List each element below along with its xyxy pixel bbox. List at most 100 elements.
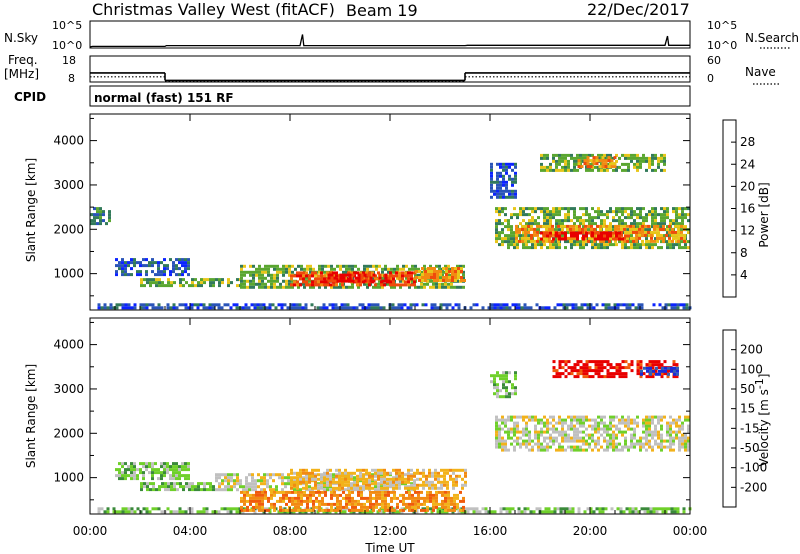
heat-cell <box>624 445 627 449</box>
heat-cell <box>258 279 261 283</box>
heat-cell <box>515 236 518 240</box>
heat-cell <box>335 486 338 490</box>
heat-cell <box>598 159 602 163</box>
heat-cell <box>172 303 176 307</box>
heat-cell <box>275 473 278 477</box>
heat-cell <box>202 510 206 514</box>
heat-cell <box>410 283 413 287</box>
heat-cell <box>654 231 657 235</box>
heat-cell <box>440 474 443 478</box>
heat-cell <box>362 474 365 478</box>
heat-cell <box>353 271 356 275</box>
heat-cell <box>435 502 438 506</box>
heat-cell <box>236 479 239 483</box>
heat-cell <box>381 285 384 289</box>
heat-cell <box>121 264 124 268</box>
heat-cell <box>447 282 450 286</box>
heat-cell <box>585 210 588 214</box>
heat-cell <box>681 240 684 244</box>
heat-cell <box>579 243 582 247</box>
heat-cell <box>323 280 326 284</box>
heat-cell <box>576 360 580 364</box>
heat-cell <box>194 284 197 288</box>
heat-cell <box>558 366 562 370</box>
heat-cell <box>558 372 562 376</box>
heat-cell <box>536 230 539 234</box>
heat-cell <box>672 439 675 443</box>
heat-cell <box>567 213 570 217</box>
heat-cell <box>591 375 595 379</box>
heat-cell <box>460 276 463 279</box>
heat-cell <box>330 285 333 289</box>
heat-cell <box>584 227 587 231</box>
heat-cell <box>499 183 502 187</box>
heat-cell <box>536 224 539 228</box>
heat-cell <box>522 427 525 431</box>
heat-cell <box>399 267 402 271</box>
heat-cell <box>438 490 441 494</box>
heat-cell <box>618 369 622 373</box>
heat-cell <box>681 445 684 449</box>
heat-cell <box>303 490 306 494</box>
heat-cell <box>514 165 517 169</box>
heat-cell <box>363 264 366 268</box>
heat-cell <box>561 228 564 232</box>
heat-cell <box>508 192 511 196</box>
heat-cell <box>502 168 505 172</box>
heat-cell <box>366 285 369 289</box>
heat-cell <box>399 285 402 289</box>
heat-cell <box>353 483 356 487</box>
heat-cell <box>587 224 590 228</box>
heat-cell <box>140 284 143 288</box>
heat-cell <box>555 234 558 238</box>
heat-cell <box>368 486 371 490</box>
heat-cell <box>648 360 652 364</box>
heat-cell <box>221 479 224 483</box>
heat-cell <box>261 493 264 497</box>
heat-cell <box>267 267 270 271</box>
heat-cell <box>191 485 194 489</box>
heat-cell <box>607 306 611 310</box>
heat-cell <box>496 306 500 310</box>
heat-cell <box>187 477 190 481</box>
heat-cell <box>534 424 537 428</box>
heat-cell <box>484 510 488 514</box>
heat-cell <box>312 499 315 503</box>
heat-cell <box>507 415 510 419</box>
heat-cell <box>145 468 148 472</box>
heat-cell <box>326 468 329 472</box>
heat-cell <box>519 222 522 226</box>
heat-cell <box>552 213 555 217</box>
heat-cell <box>571 306 575 310</box>
heat-cell <box>277 303 281 307</box>
heat-cell <box>402 267 405 271</box>
heat-cell <box>647 239 650 243</box>
heat-cell <box>417 502 420 506</box>
heat-cell <box>394 306 398 310</box>
heat-cell <box>507 240 510 244</box>
heat-cell <box>496 389 499 393</box>
heat-cell <box>211 303 215 307</box>
heat-cell <box>621 246 624 250</box>
heat-cell <box>567 165 570 169</box>
heat-cell <box>130 462 133 466</box>
heat-cell <box>555 375 559 379</box>
heat-cell <box>521 239 524 243</box>
heat-cell <box>618 237 621 241</box>
heat-cell <box>133 258 136 262</box>
heat-cell <box>184 306 188 310</box>
heat-cell <box>181 264 184 268</box>
heat-cell <box>258 502 261 506</box>
heat-cell <box>547 306 551 310</box>
heat-cell <box>522 430 525 434</box>
heat-cell <box>178 261 181 265</box>
heat-cell <box>333 493 336 497</box>
heat-cell <box>407 277 410 281</box>
heat-cell <box>371 486 374 490</box>
heat-cell <box>499 192 502 196</box>
heat-cell <box>145 510 149 514</box>
heat-cell <box>505 510 509 514</box>
heat-cell <box>569 227 572 231</box>
heat-cell <box>377 468 380 472</box>
